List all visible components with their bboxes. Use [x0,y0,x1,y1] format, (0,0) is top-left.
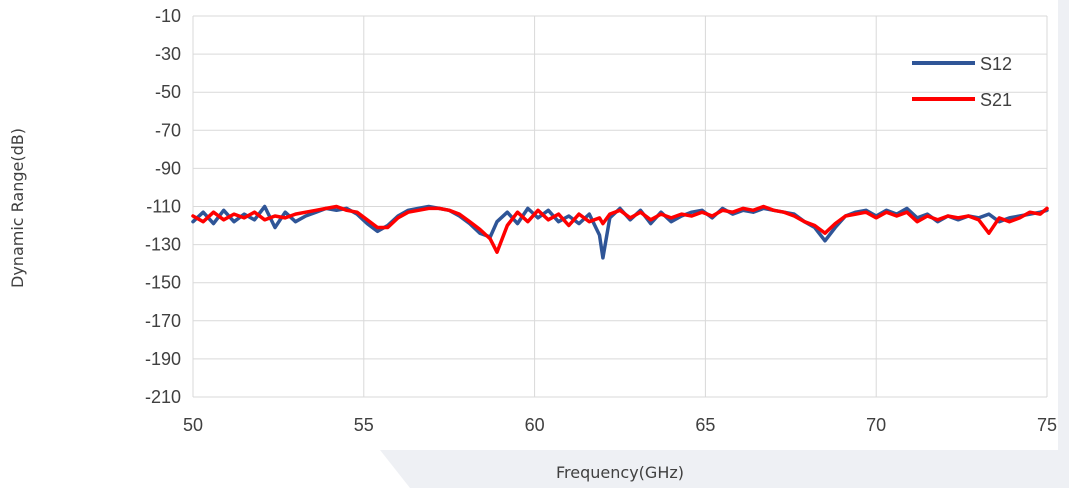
y-axis-title: Dynamic Range(dB) [8,128,27,288]
x-tick-label: 50 [183,415,203,435]
y-tick-label: -210 [145,387,181,407]
y-tick-label: -10 [155,6,181,26]
legend-label-s12: S12 [980,54,1012,74]
y-tick-label: -30 [155,44,181,64]
y-tick-label: -170 [145,311,181,331]
series-lines [191,204,1049,260]
legend-label-s21: S21 [980,90,1012,110]
x-tick-label: 65 [695,415,715,435]
decorative-band-bottom [380,450,1069,488]
x-tick-label: 75 [1037,415,1057,435]
x-axis-title: Frequency(GHz) [556,463,684,482]
y-tick-label: -130 [145,235,181,255]
y-tick-label: -50 [155,82,181,102]
x-tick-label: 60 [525,415,545,435]
y-tick-label: -190 [145,349,181,369]
y-tick-label: -90 [155,158,181,178]
x-tick-label: 70 [866,415,886,435]
legend: S12 S21 [912,54,1012,110]
y-tick-label: -70 [155,120,181,140]
y-tick-label: -150 [145,273,181,293]
y-axis-ticks: -10 -30 -50 -70 -90 -110 -130 -150 -170 -190 -210 [145,6,181,407]
series-line-s21 [191,204,1049,254]
decorative-band-right [1058,0,1069,488]
y-tick-label: -110 [146,197,181,217]
series-line-s12 [191,204,1049,260]
grid-lines [192,15,1048,398]
x-tick-label: 55 [354,415,374,435]
x-axis-ticks: 50 55 60 65 70 75 [183,415,1057,435]
